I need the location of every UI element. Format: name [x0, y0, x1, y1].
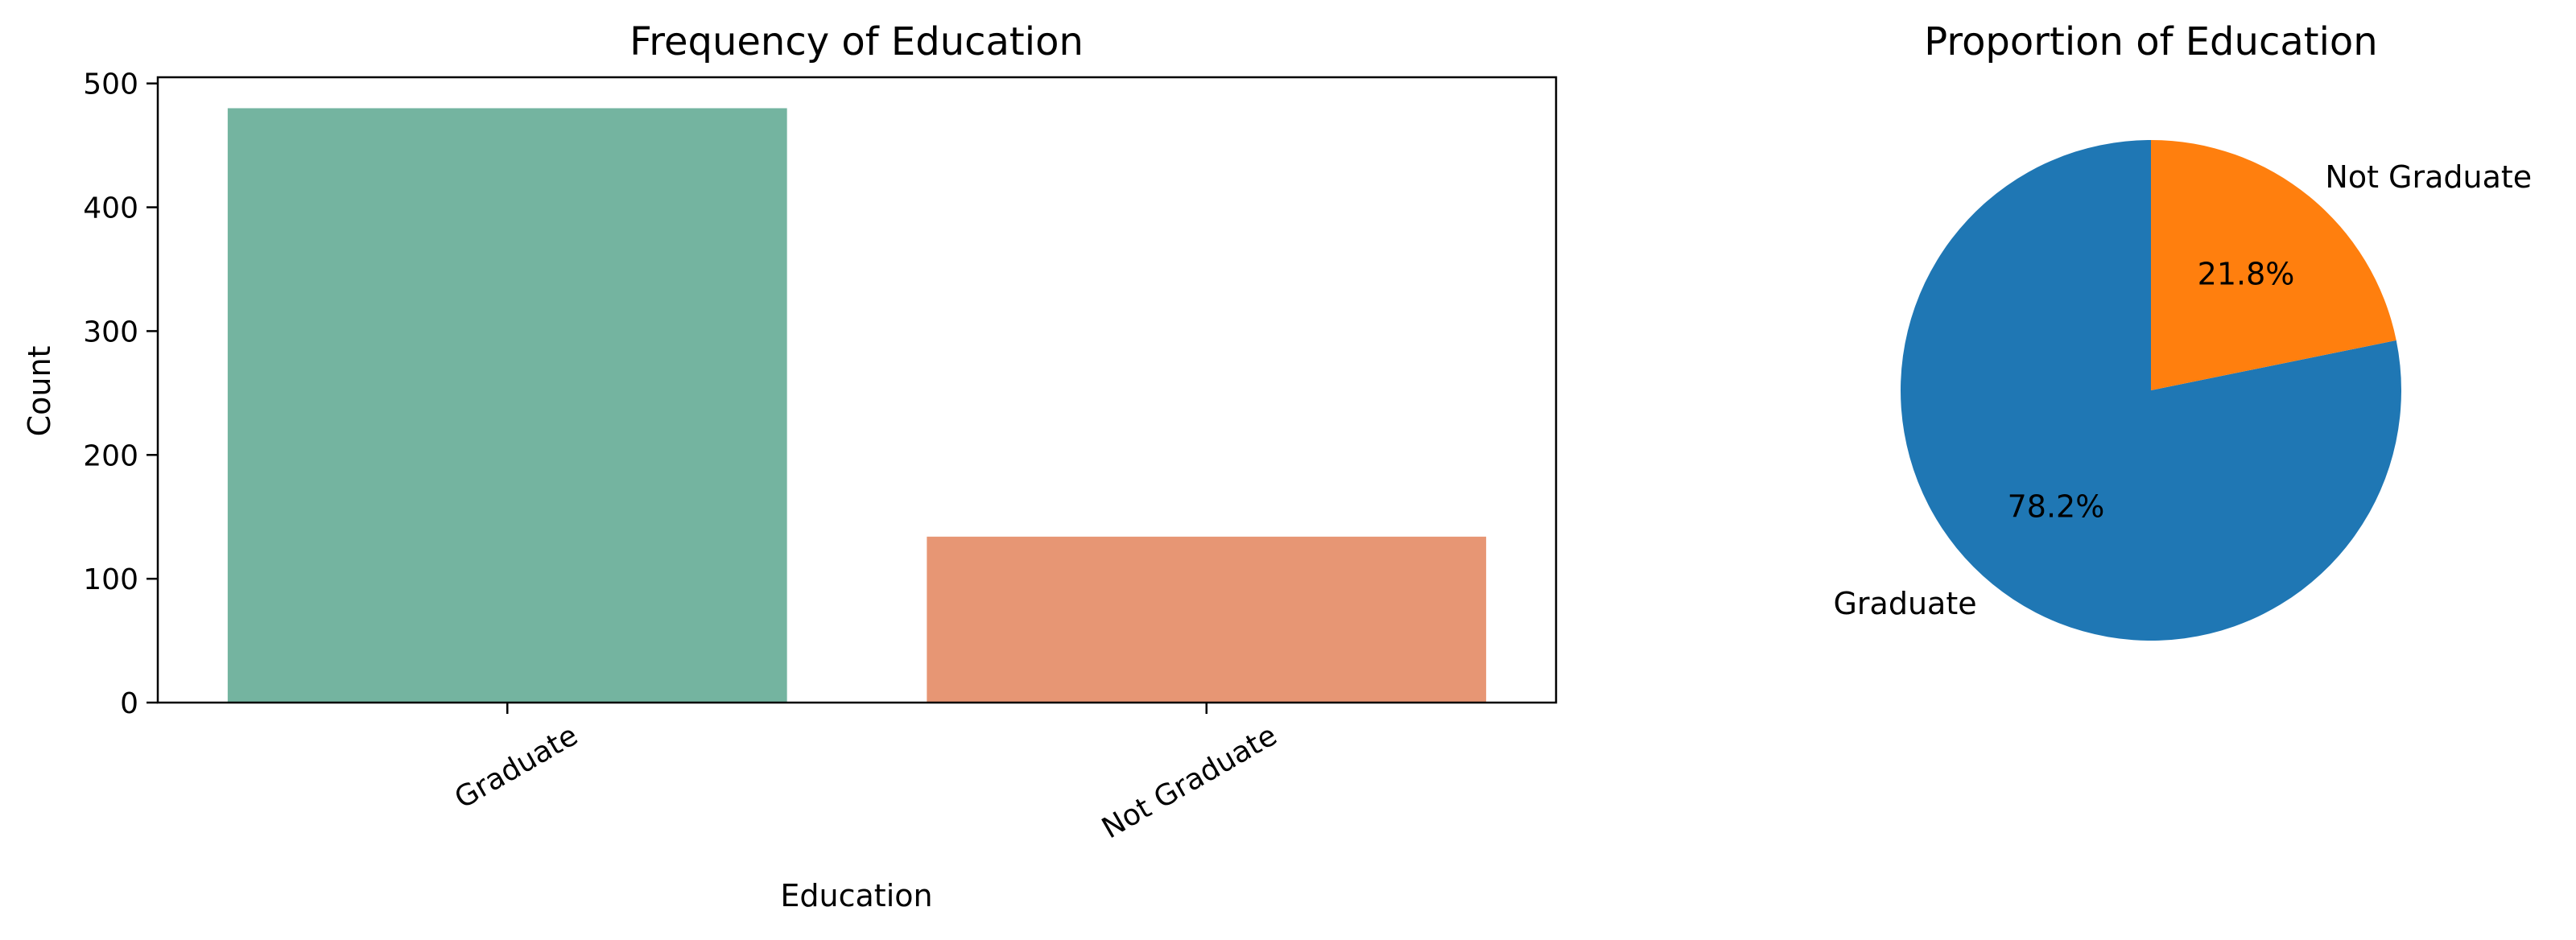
plot-frame [156, 76, 1558, 704]
x-axis-label: Education [780, 878, 932, 913]
pie-slice [2151, 139, 2396, 390]
x-tick-label: Not Graduate [1096, 719, 1282, 845]
x-axis-ticks: Graduate Not Graduate [449, 703, 1282, 845]
pie-chart-title: Proportion of Education [1924, 19, 2377, 64]
y-tick-label: 400 [83, 192, 138, 225]
bar-chart-title: Frequency of Education [630, 19, 1084, 64]
y-tick-label: 500 [83, 68, 138, 101]
pie-chart: Proportion of Education Graduate 78.2% Not… [1833, 19, 2532, 641]
y-tick-label: 100 [83, 563, 138, 596]
pie-percent-label: 21.8% [2198, 256, 2295, 291]
y-tick-label: 300 [83, 315, 138, 348]
y-tick-label: 0 [120, 687, 138, 720]
pie-labels: Graduate 78.2% Not Graduate 21.8% [1833, 159, 2532, 621]
bar [927, 536, 1487, 703]
pie-slices [1900, 139, 2401, 641]
y-axis-label: Count [22, 346, 57, 437]
bar-chart: Frequency of Education 0100200300400500 … [22, 19, 1558, 913]
pie-percent-label: 78.2% [2008, 489, 2105, 525]
pie-category-label: Not Graduate [2325, 159, 2532, 195]
x-tick-label: Graduate [449, 719, 584, 815]
pie-category-label: Graduate [1833, 586, 1976, 621]
y-tick-label: 200 [83, 439, 138, 472]
pie-slice [1900, 140, 2401, 641]
y-axis-ticks: 0 100 200 300 400 500 [83, 68, 158, 720]
bar [227, 108, 787, 703]
bar-series [227, 108, 1487, 703]
